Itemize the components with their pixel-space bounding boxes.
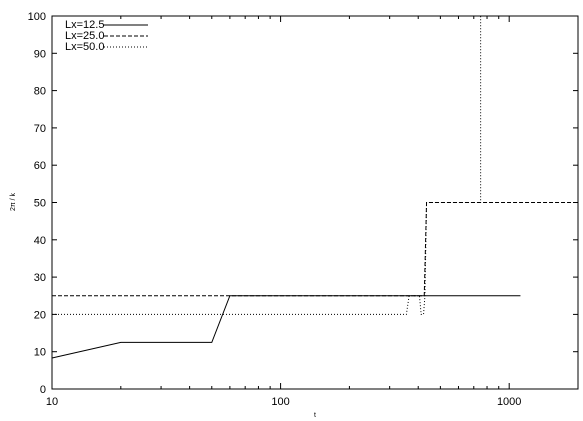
legend-label: Lx=25.0 (65, 30, 104, 42)
x-tick-label: 10 (46, 396, 58, 408)
series-line-1 (51, 295, 521, 359)
series-line-3 (52, 16, 482, 315)
y-tick-label: 60 (34, 160, 46, 172)
y-tick-label: 90 (34, 48, 46, 60)
legend-label: Lx=50.0 (65, 41, 104, 53)
series-line-2 (52, 202, 578, 297)
legend: Lx=12.5Lx=25.0Lx=50.0 (65, 19, 148, 53)
y-tick-label: 0 (40, 384, 46, 396)
y-tick-label: 70 (34, 123, 46, 135)
x-tick-label: 100 (271, 396, 289, 408)
y-tick-label: 50 (34, 198, 46, 210)
y-tick-label: 30 (34, 272, 46, 284)
legend-label: Lx=12.5 (65, 19, 104, 31)
y-axis-label: 2π / k (10, 192, 17, 211)
series-lines (51, 16, 578, 359)
y-tick-label: 80 (34, 86, 46, 98)
y-tick-label: 100 (28, 11, 46, 23)
y-tick-label: 40 (34, 235, 46, 247)
y-tick-label: 10 (34, 347, 46, 359)
plot-frame (51, 15, 579, 390)
y-tick-label: 20 (34, 309, 46, 321)
x-axis-label: t (314, 412, 316, 419)
x-tick-label: 1000 (497, 396, 521, 408)
